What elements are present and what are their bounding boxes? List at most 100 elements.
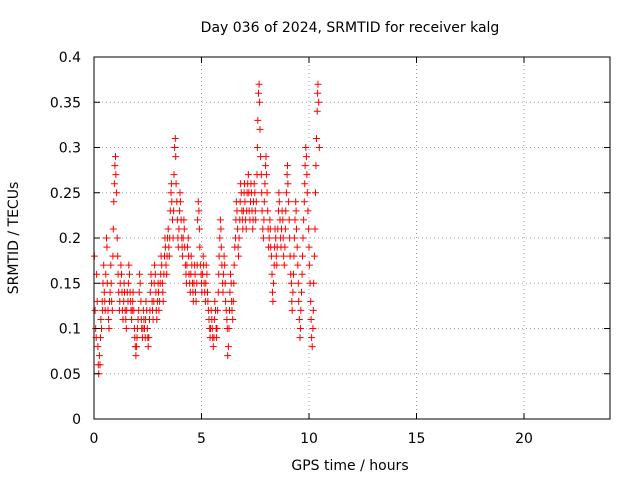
data-point <box>285 198 293 206</box>
data-point <box>282 189 290 197</box>
data-point <box>301 180 309 188</box>
data-point <box>283 171 291 179</box>
data-point <box>302 144 310 151</box>
x-tick-label: 20 <box>515 431 533 447</box>
data-point <box>295 297 303 305</box>
data-point <box>295 316 303 323</box>
data-point <box>292 198 300 206</box>
y-tick-label: 0.4 <box>59 50 81 66</box>
data-point <box>217 225 225 233</box>
data-point <box>199 252 207 260</box>
data-point <box>170 207 178 215</box>
data-point <box>95 352 103 360</box>
data-point <box>311 225 319 233</box>
data-point <box>184 243 191 251</box>
data-point <box>202 279 210 287</box>
data-point <box>301 162 309 170</box>
data-point <box>280 252 288 260</box>
data-point <box>229 316 237 323</box>
data-point <box>219 270 227 278</box>
x-axis-label: GPS time / hours <box>291 458 408 474</box>
data-point <box>132 352 140 360</box>
data-point <box>304 207 312 215</box>
y-tick-label: 0.05 <box>50 367 81 383</box>
data-point <box>255 80 263 88</box>
data-point <box>129 297 137 305</box>
data-point <box>261 180 269 188</box>
grid <box>94 57 610 419</box>
data-point <box>299 234 307 242</box>
x-tick-label: 15 <box>408 431 426 447</box>
data-point <box>222 297 230 305</box>
data-point <box>308 343 316 351</box>
y-tick-label: 0.35 <box>50 95 81 111</box>
data-point <box>226 288 234 296</box>
data-point <box>296 334 304 342</box>
data-point <box>111 162 119 170</box>
data-point <box>242 225 250 233</box>
data-point <box>204 288 211 296</box>
data-point <box>249 225 257 233</box>
data-points <box>90 80 323 378</box>
data-point <box>112 153 119 161</box>
data-point <box>142 297 150 305</box>
data-point <box>102 270 110 278</box>
data-point <box>250 180 258 188</box>
data-point <box>136 279 144 287</box>
data-point <box>122 325 130 332</box>
data-point <box>262 162 270 170</box>
data-point <box>314 80 322 88</box>
data-point <box>108 306 116 314</box>
data-point <box>305 225 313 233</box>
data-point <box>159 297 167 305</box>
data-point <box>251 207 259 215</box>
axis-ticks: 0 5 10 15 20 0 0.05 0.1 0.15 0.2 0.25 0.3 0.35 0.4 <box>50 50 610 447</box>
data-point <box>254 116 262 124</box>
data-point <box>176 207 184 215</box>
data-point <box>145 334 153 342</box>
data-point <box>313 107 321 115</box>
data-point <box>263 189 271 197</box>
data-point <box>251 189 259 197</box>
data-point <box>313 135 320 142</box>
data-point <box>225 325 233 332</box>
data-point <box>158 279 166 287</box>
data-point <box>255 89 262 97</box>
y-tick-label: 0.2 <box>59 231 81 247</box>
data-point <box>293 225 300 233</box>
data-point <box>300 216 308 224</box>
data-point <box>296 325 304 332</box>
data-point <box>214 306 222 314</box>
data-point <box>221 261 229 269</box>
data-point <box>209 343 217 351</box>
data-point <box>262 171 270 179</box>
data-point <box>269 297 277 305</box>
data-point <box>191 270 199 278</box>
data-point <box>107 261 115 269</box>
data-point <box>294 261 302 269</box>
y-tick-label: 0 <box>72 412 81 428</box>
data-point <box>256 125 264 133</box>
data-point <box>256 98 264 106</box>
data-point <box>268 270 276 278</box>
data-point <box>192 288 199 296</box>
data-point <box>260 216 268 224</box>
data-point <box>288 297 296 305</box>
data-point <box>294 279 302 287</box>
data-point <box>117 261 125 269</box>
data-point <box>118 270 125 278</box>
data-point <box>172 153 180 161</box>
x-tick-label: 0 <box>90 431 99 447</box>
data-point <box>108 297 116 305</box>
data-point <box>133 343 141 351</box>
data-point <box>298 270 306 278</box>
data-point <box>291 216 299 224</box>
data-point <box>288 306 296 314</box>
data-point <box>297 306 305 314</box>
data-point <box>171 144 179 151</box>
data-point <box>106 288 114 296</box>
data-point <box>107 279 115 287</box>
data-point <box>195 207 203 215</box>
data-point <box>210 316 218 323</box>
data-point <box>235 234 243 242</box>
